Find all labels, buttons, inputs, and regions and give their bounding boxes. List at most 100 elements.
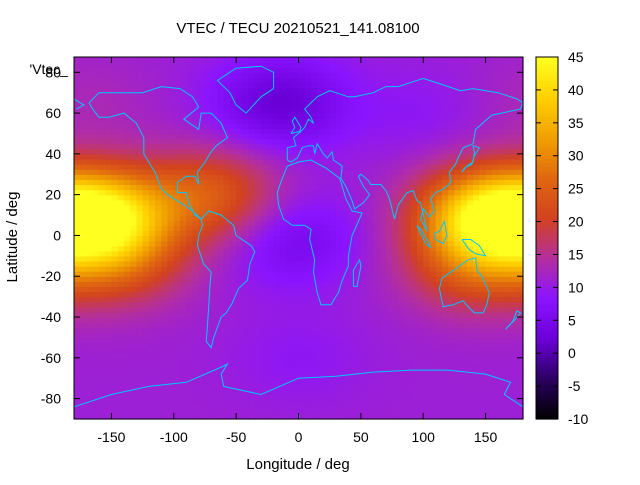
heatmap-cell [74, 378, 81, 384]
heatmap-cell [392, 72, 399, 78]
heatmap-cell [117, 301, 125, 308]
heatmap-cell [123, 398, 131, 405]
heatmap-cell [354, 347, 362, 354]
heatmap-cell [335, 209, 343, 216]
heatmap-cell [267, 123, 275, 129]
heatmap-cell [229, 158, 237, 165]
heatmap-cell [416, 179, 424, 186]
heatmap-cell [204, 296, 212, 303]
heatmap-cell [273, 301, 281, 308]
heatmap-cell [310, 204, 318, 211]
heatmap-cell [74, 296, 81, 303]
heatmap-cell [323, 240, 331, 247]
heatmap-cell [485, 337, 493, 344]
heatmap-cell [298, 281, 306, 288]
heatmap-cell [130, 250, 137, 257]
heatmap-cell [429, 189, 437, 196]
heatmap-cell [510, 311, 518, 318]
heatmap-cell [98, 102, 106, 109]
heatmap-cell [186, 362, 194, 369]
heatmap-cell [348, 327, 356, 333]
heatmap-cell [136, 378, 144, 384]
heatmap-cell [180, 153, 187, 160]
heatmap-cell [304, 158, 312, 165]
heatmap-cell [398, 107, 406, 114]
heatmap-cell [173, 398, 181, 405]
heatmap-cell [329, 301, 337, 308]
heatmap-cell [211, 255, 219, 262]
heatmap-cell [254, 352, 262, 359]
heatmap-cell [479, 72, 487, 78]
heatmap-cell [123, 255, 131, 262]
heatmap-cell [167, 179, 175, 186]
heatmap-cell [117, 255, 125, 262]
heatmap-cell [323, 153, 331, 160]
heatmap-cell [92, 357, 100, 364]
heatmap-cell [354, 362, 362, 369]
heatmap-cell [485, 133, 493, 140]
heatmap-cell [86, 204, 94, 211]
heatmap-cell [423, 337, 431, 344]
heatmap-cell [485, 286, 493, 293]
heatmap-cell [130, 235, 137, 242]
heatmap-cell [329, 403, 337, 410]
heatmap-cell [261, 368, 268, 374]
heatmap-cell [105, 250, 113, 257]
heatmap-cell [217, 327, 225, 333]
heatmap-cell [155, 245, 162, 252]
heatmap-cell [173, 102, 181, 109]
heatmap-cell [117, 67, 125, 73]
heatmap-cell [410, 342, 418, 349]
heatmap-cell [136, 92, 144, 99]
heatmap-cell [504, 123, 512, 129]
heatmap-cell [248, 368, 256, 374]
heatmap-cell [136, 189, 144, 196]
heatmap-cell [310, 215, 318, 221]
heatmap-cell [304, 164, 312, 170]
heatmap-cell [348, 357, 356, 364]
heatmap-cell [74, 209, 81, 216]
heatmap-cell [273, 87, 281, 94]
heatmap-cell [142, 260, 150, 267]
heatmap-cell [342, 82, 349, 89]
heatmap-cell [279, 225, 287, 231]
heatmap-cell [473, 352, 480, 359]
heatmap-cell [161, 276, 169, 282]
heatmap-cell [273, 77, 281, 84]
heatmap-cell [248, 403, 256, 410]
heatmap-cell [342, 362, 349, 369]
heatmap-cell [204, 362, 212, 369]
heatmap-cell [292, 72, 300, 78]
heatmap-cell [460, 398, 468, 405]
heatmap-cell [155, 235, 162, 242]
heatmap-cell [348, 158, 356, 165]
heatmap-cell [504, 255, 512, 262]
heatmap-cell [292, 347, 300, 354]
heatmap-cell [86, 174, 94, 180]
heatmap-cell [229, 153, 237, 160]
heatmap-cell [360, 97, 368, 104]
heatmap-cell [466, 373, 474, 379]
heatmap-cell [217, 301, 225, 308]
heatmap-cell [211, 286, 219, 293]
heatmap-cell [161, 143, 169, 150]
heatmap-cell [410, 271, 418, 277]
heatmap-cell [317, 199, 325, 206]
heatmap-cell [117, 148, 125, 155]
heatmap-cell [136, 179, 144, 186]
heatmap-cell [491, 215, 499, 221]
heatmap-cell [410, 240, 418, 247]
heatmap-cell [254, 158, 262, 165]
heatmap-cell [136, 107, 144, 114]
heatmap-cell [516, 102, 524, 109]
heatmap-cell [98, 82, 106, 89]
heatmap-cell [323, 82, 331, 89]
heatmap-cell [204, 332, 212, 339]
heatmap-cell [130, 82, 137, 89]
heatmap-cell [373, 138, 381, 145]
heatmap-cell [448, 174, 456, 180]
heatmap-cell [398, 118, 406, 124]
heatmap-cell [198, 306, 206, 313]
heatmap-cell [167, 250, 175, 257]
heatmap-cell [261, 164, 268, 170]
